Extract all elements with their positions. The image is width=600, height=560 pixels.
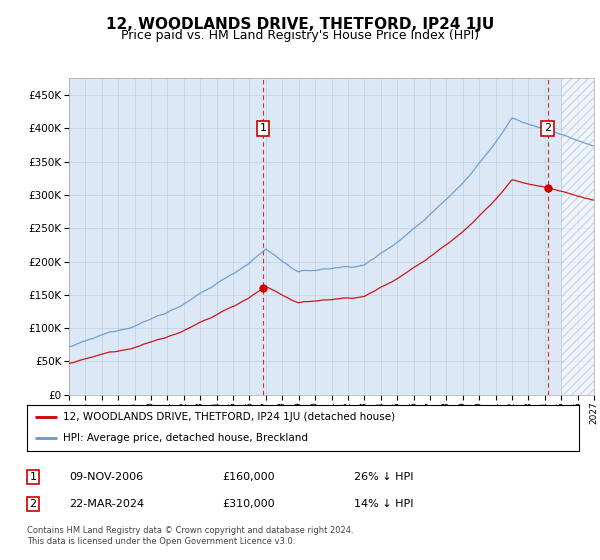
Text: 26% ↓ HPI: 26% ↓ HPI [354, 472, 413, 482]
Text: HPI: Average price, detached house, Breckland: HPI: Average price, detached house, Brec… [63, 433, 308, 444]
Text: Price paid vs. HM Land Registry's House Price Index (HPI): Price paid vs. HM Land Registry's House … [121, 29, 479, 42]
Text: 14% ↓ HPI: 14% ↓ HPI [354, 499, 413, 509]
Text: Contains HM Land Registry data © Crown copyright and database right 2024.
This d: Contains HM Land Registry data © Crown c… [27, 526, 353, 546]
Text: 2: 2 [544, 123, 551, 133]
Text: 22-MAR-2024: 22-MAR-2024 [69, 499, 144, 509]
Text: 2: 2 [29, 499, 37, 509]
Text: 12, WOODLANDS DRIVE, THETFORD, IP24 1JU (detached house): 12, WOODLANDS DRIVE, THETFORD, IP24 1JU … [63, 412, 395, 422]
Text: 09-NOV-2006: 09-NOV-2006 [69, 472, 143, 482]
Text: 1: 1 [29, 472, 37, 482]
Text: £160,000: £160,000 [222, 472, 275, 482]
Text: 1: 1 [260, 123, 266, 133]
Text: 12, WOODLANDS DRIVE, THETFORD, IP24 1JU: 12, WOODLANDS DRIVE, THETFORD, IP24 1JU [106, 17, 494, 32]
Text: £310,000: £310,000 [222, 499, 275, 509]
